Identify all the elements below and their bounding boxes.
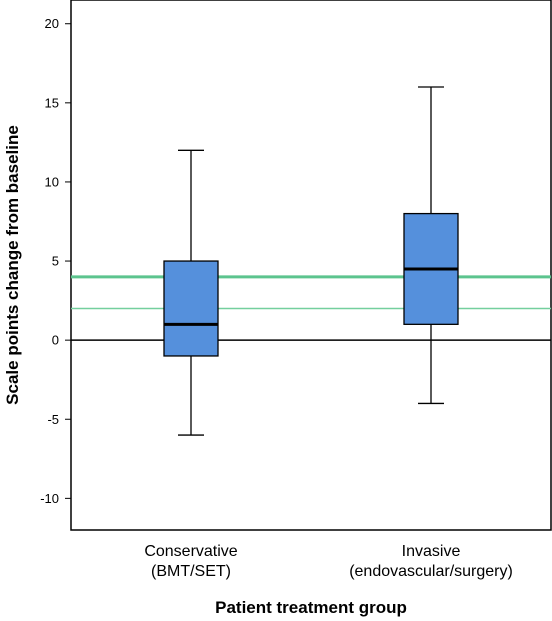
y-tick-label: 0 bbox=[52, 333, 59, 348]
category-label: (endovascular/surgery) bbox=[349, 563, 513, 580]
y-axis-title: Scale points change from baseline bbox=[3, 125, 22, 405]
category-label: Invasive bbox=[402, 543, 461, 560]
plot-area bbox=[71, 0, 551, 530]
y-tick-label: -5 bbox=[47, 412, 59, 427]
box-iqr bbox=[164, 261, 218, 356]
category-label: Conservative bbox=[144, 543, 237, 560]
x-axis-title: Patient treatment group bbox=[215, 598, 407, 617]
y-tick-label: 20 bbox=[45, 16, 59, 31]
y-tick-label: 15 bbox=[45, 95, 59, 110]
y-tick-label: 10 bbox=[45, 174, 59, 189]
y-tick-label: -10 bbox=[40, 491, 59, 506]
y-tick-label: 5 bbox=[52, 254, 59, 269]
category-label: (BMT/SET) bbox=[151, 563, 231, 580]
